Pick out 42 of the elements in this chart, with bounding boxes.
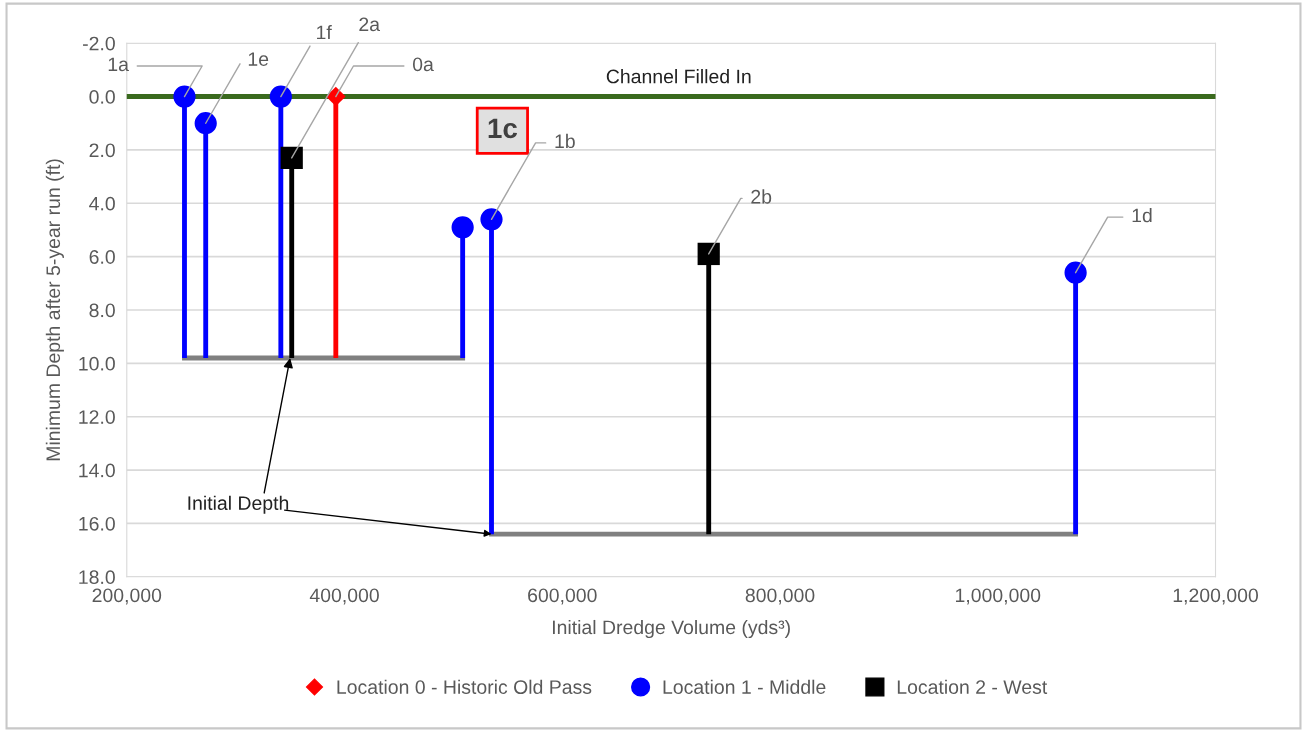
x-tick-label: 600,000: [528, 588, 597, 605]
y-axis-title: Minimum Depth after 5-year run (ft): [45, 159, 64, 461]
annotation: 2b: [751, 189, 772, 204]
point: [280, 146, 303, 170]
y-tick-label: 4.0: [89, 196, 115, 211]
annotation: 1d: [1132, 208, 1152, 223]
x-tick-label: 1,200,000: [1173, 588, 1259, 605]
y-tick-label: 16.0: [79, 516, 115, 531]
x-tick-label: 400,000: [309, 588, 379, 605]
legend-label: Location 1 - Middle: [663, 679, 826, 694]
annotation: 0a: [412, 57, 434, 72]
y-tick-label: 18.0: [79, 570, 115, 585]
x-tick-label: 1,000,000: [956, 588, 1041, 605]
point: [1064, 261, 1087, 284]
point: [697, 242, 720, 266]
annotation: 1e: [248, 52, 269, 66]
annotation: 2a: [359, 17, 381, 32]
x-tick-label: 200,000: [92, 588, 162, 605]
point: [480, 208, 503, 231]
point: [194, 112, 217, 135]
annotation: Initial Depth: [188, 495, 289, 514]
point: [451, 216, 474, 239]
y-tick-label: 6.0: [89, 250, 115, 264]
point: [325, 86, 346, 107]
y-tick-label: 12.0: [79, 410, 115, 424]
ref-line-label: Channel Filled In: [606, 69, 751, 84]
legend-label: Location 0 - Historic Old Pass: [337, 679, 592, 694]
point: [269, 85, 292, 108]
y-tick-label: 8.0: [89, 303, 115, 318]
x-axis-title: Initial Dredge Volume (yds³): [552, 619, 790, 639]
y-tick-label: 0.0: [89, 90, 115, 104]
annotation: 1b: [555, 133, 575, 149]
point: [173, 85, 196, 108]
x-tick-label: 800,000: [745, 588, 815, 605]
y-tick-label: -2.0: [83, 36, 115, 51]
y-tick-label: 14.0: [79, 463, 115, 478]
annotation: 1f: [317, 25, 332, 40]
y-tick-label: 2.0: [89, 143, 115, 158]
annotation: 1a: [108, 57, 129, 72]
y-tick-label: 10.0: [79, 356, 115, 371]
annotation: 1c: [488, 118, 518, 139]
legend-label: Location 2 - West: [897, 679, 1048, 694]
